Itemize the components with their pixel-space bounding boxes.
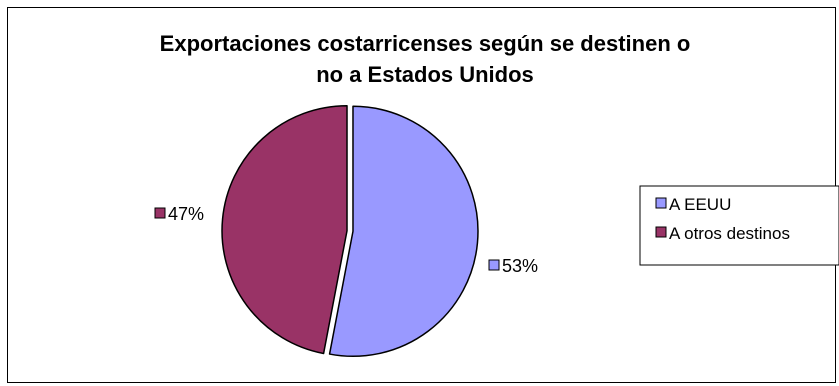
legend-label-a-otros-destinos: A otros destinos bbox=[669, 224, 790, 243]
data-label-key-a-eeuu bbox=[488, 259, 500, 271]
legend: A EEUU A otros destinos bbox=[655, 195, 790, 243]
pie-data-labels: 53% 47% bbox=[154, 204, 538, 276]
legend-swatch-a-eeuu bbox=[655, 197, 667, 209]
legend-box bbox=[639, 185, 839, 266]
data-label-a-eeuu: 53% bbox=[502, 256, 538, 276]
data-label-a-otros-destinos: 47% bbox=[168, 204, 204, 224]
legend-swatch-a-otros-destinos bbox=[655, 226, 667, 238]
data-label-key-a-otros-destinos bbox=[154, 207, 166, 219]
legend-label-a-eeuu: A EEUU bbox=[669, 195, 731, 214]
pie-slice-a-otros-destinos bbox=[221, 104, 348, 355]
pie-slice-a-eeuu bbox=[328, 105, 479, 357]
chart-title-line-1: Exportaciones costarricenses según se de… bbox=[160, 31, 691, 56]
pie-slices bbox=[221, 104, 479, 357]
chart-title-line-2: no a Estados Unidos bbox=[316, 62, 534, 87]
